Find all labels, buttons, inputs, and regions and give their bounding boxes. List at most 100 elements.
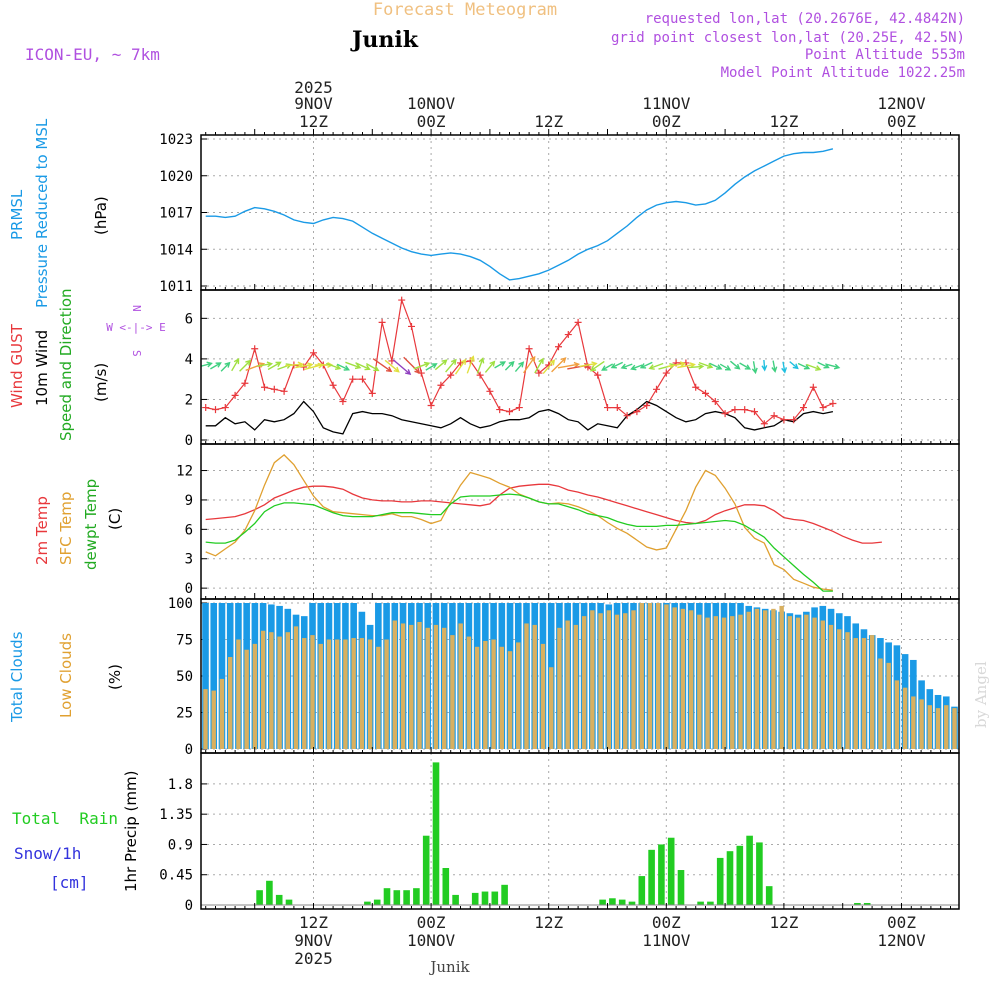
gust-marker — [251, 345, 259, 353]
gust-marker — [692, 383, 700, 391]
low-cloud-bar — [491, 639, 496, 749]
low-cloud-bar — [590, 610, 595, 749]
y-tick-label: 25 — [176, 706, 193, 722]
y-tick-label: 1011 — [159, 279, 193, 295]
gust-marker — [280, 387, 288, 395]
low-cloud-bar — [211, 690, 216, 749]
low-cloud-bar — [697, 614, 702, 749]
low-cloud-bar — [919, 699, 924, 749]
low-cloud-bar — [894, 680, 900, 749]
gust-marker — [359, 375, 366, 383]
gust-marker — [555, 343, 562, 351]
gust-marker — [633, 408, 641, 416]
gust-marker — [809, 383, 817, 391]
wind-direction-arrow — [551, 357, 567, 373]
gust-marker — [329, 381, 337, 389]
low-cloud-bar — [367, 639, 373, 749]
wind-direction-arrow — [267, 361, 282, 371]
precip-bar — [599, 899, 606, 905]
low-cloud-bar — [441, 627, 447, 749]
low-cloud-bar — [483, 640, 488, 749]
y-tick-label: 0.45 — [159, 868, 193, 884]
low-cloud-bar — [507, 651, 513, 749]
wind-direction-arrow — [425, 363, 438, 371]
bottom-hour-label: 00Z — [887, 913, 916, 932]
precip-bar — [609, 898, 616, 905]
low-cloud-bar — [623, 613, 628, 749]
low-cloud-bar — [384, 639, 389, 749]
gust-marker — [604, 404, 611, 412]
low-cloud-bar — [614, 614, 620, 749]
pressure-line — [205, 148, 834, 281]
wind-direction-arrow — [413, 361, 431, 370]
wind-direction-arrow — [761, 359, 768, 372]
top-date-label: 10NOV — [407, 94, 456, 113]
total-cloud-bar — [202, 603, 209, 749]
gust-marker — [231, 391, 239, 399]
wind-direction-arrow — [476, 357, 485, 374]
precip-bar — [266, 880, 273, 905]
bottom-hour-label: 12Z — [769, 913, 798, 932]
compass-s: S — [130, 350, 143, 357]
plot-layer: 1011 1014 1017 1020 1023 0 2 4 6 0 3 6 9 12 0 25 50 75 100… — [159, 78, 960, 968]
gust-marker — [378, 318, 386, 326]
gust-marker — [721, 410, 729, 418]
wind-direction-arrow — [384, 359, 400, 373]
top-hour-label: 00Z — [887, 112, 916, 131]
low-cloud-bar — [302, 638, 307, 749]
top-year-label: 2025 — [294, 78, 333, 97]
gust-marker — [437, 381, 445, 389]
wind-direction-arrow — [739, 362, 752, 370]
wind-direction-arrow — [630, 364, 643, 371]
label-percent: (%) — [106, 664, 124, 690]
low-cloud-bar — [318, 643, 323, 749]
wind-direction-arrow — [806, 363, 822, 371]
bottom-hour-label: 12Z — [299, 913, 328, 932]
wind-direction-arrow — [826, 363, 841, 370]
y-tick-label: 12 — [176, 464, 193, 480]
y-tick-label: 0.9 — [168, 837, 193, 853]
low-cloud-bar — [227, 657, 233, 749]
wind-direction-arrow — [239, 359, 252, 372]
location-title: Junik — [350, 27, 419, 53]
wind-direction-arrow — [466, 355, 475, 374]
low-cloud-bar — [474, 646, 480, 749]
low-cloud-bar — [886, 662, 891, 749]
low-cloud-bar — [664, 604, 669, 749]
low-cloud-bar — [516, 642, 521, 749]
header: Forecast Meteogram Junik ICON-EU, ~ 7km … — [25, 0, 990, 976]
wind-direction-arrow — [771, 360, 778, 373]
gust-marker — [212, 406, 219, 414]
label-pressure-msl: Pressure Reduced to MSL — [33, 118, 51, 308]
top-hour-label: 12Z — [299, 112, 328, 131]
label-precip-mm: 1hr Precip (mm) — [122, 771, 140, 892]
bottom-hour-label: 00Z — [417, 913, 446, 932]
low-cloud-bar — [771, 608, 776, 749]
credit-watermark: by Angel — [972, 661, 990, 728]
y-tick-label: 1020 — [159, 169, 193, 185]
low-cloud-bar — [203, 689, 208, 749]
precip-bar — [765, 886, 773, 905]
label-10m-wind: 10m Wind — [33, 330, 51, 406]
wind-direction-arrow — [392, 359, 412, 376]
precip-bar — [413, 888, 420, 905]
label-2m-temp: 2m Temp — [33, 496, 51, 565]
y-tick-label: 6 — [185, 522, 193, 538]
temp-dewpt-line — [205, 493, 833, 592]
gust-marker — [535, 369, 543, 377]
precip-bar — [422, 835, 430, 905]
gust-marker — [643, 402, 651, 410]
gust-marker — [623, 412, 631, 420]
precip-bar — [746, 835, 753, 905]
gust-marker — [780, 416, 788, 424]
wind-direction-arrow — [336, 363, 351, 371]
top-hour-label: 00Z — [417, 112, 446, 131]
precip-bar — [726, 851, 734, 905]
precip-bar — [658, 844, 665, 905]
low-cloud-bar — [680, 608, 686, 749]
low-cloud-bar — [359, 638, 365, 749]
top-date-label: 12NOV — [877, 94, 926, 113]
wind-direction-arrow — [797, 362, 811, 370]
panel-frame — [200, 443, 960, 600]
low-cloud-bar — [252, 643, 258, 749]
